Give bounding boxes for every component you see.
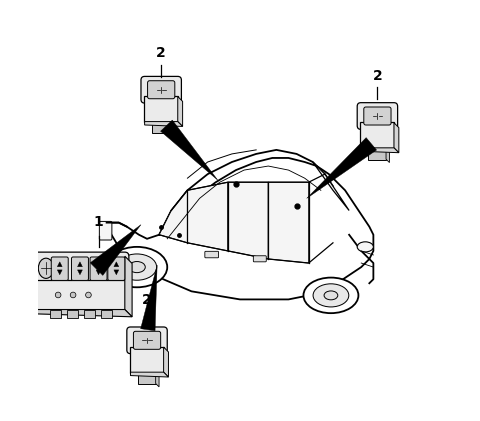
Polygon shape <box>386 148 389 163</box>
Circle shape <box>85 292 91 298</box>
FancyBboxPatch shape <box>205 251 218 258</box>
FancyBboxPatch shape <box>127 327 167 354</box>
FancyBboxPatch shape <box>152 121 170 133</box>
Polygon shape <box>313 162 349 210</box>
Polygon shape <box>114 270 119 275</box>
FancyBboxPatch shape <box>360 123 395 148</box>
Text: 2: 2 <box>156 46 166 60</box>
Ellipse shape <box>313 284 349 307</box>
Circle shape <box>55 292 61 298</box>
Polygon shape <box>188 182 228 251</box>
FancyBboxPatch shape <box>130 347 164 373</box>
Ellipse shape <box>117 254 156 280</box>
Polygon shape <box>36 309 132 317</box>
FancyBboxPatch shape <box>144 96 178 122</box>
Polygon shape <box>164 347 168 377</box>
Ellipse shape <box>38 258 54 278</box>
FancyBboxPatch shape <box>368 147 386 160</box>
Polygon shape <box>178 96 182 126</box>
FancyBboxPatch shape <box>90 257 107 280</box>
Polygon shape <box>170 122 173 136</box>
Ellipse shape <box>357 242 373 252</box>
Text: 2: 2 <box>142 293 152 306</box>
Bar <box>84 309 95 318</box>
Bar <box>107 263 129 271</box>
FancyBboxPatch shape <box>99 221 112 240</box>
Ellipse shape <box>129 261 145 273</box>
Ellipse shape <box>303 277 359 313</box>
FancyBboxPatch shape <box>72 257 88 280</box>
Polygon shape <box>57 262 62 266</box>
FancyBboxPatch shape <box>253 256 266 262</box>
Polygon shape <box>96 262 101 266</box>
Polygon shape <box>57 270 62 275</box>
Polygon shape <box>228 182 268 259</box>
Text: 2: 2 <box>372 69 382 83</box>
Polygon shape <box>144 122 182 126</box>
Polygon shape <box>159 190 188 243</box>
Polygon shape <box>96 270 101 275</box>
Polygon shape <box>78 270 83 275</box>
Polygon shape <box>125 256 132 317</box>
Circle shape <box>70 292 76 298</box>
FancyBboxPatch shape <box>108 257 125 280</box>
Bar <box>67 309 78 318</box>
Polygon shape <box>159 190 188 235</box>
Text: 1: 1 <box>94 215 103 229</box>
Polygon shape <box>160 120 218 180</box>
Polygon shape <box>307 138 377 198</box>
Polygon shape <box>394 123 399 153</box>
FancyBboxPatch shape <box>35 280 126 310</box>
FancyBboxPatch shape <box>133 331 161 349</box>
FancyBboxPatch shape <box>147 81 175 99</box>
Polygon shape <box>131 372 168 377</box>
Polygon shape <box>114 262 119 266</box>
FancyBboxPatch shape <box>51 257 68 280</box>
Polygon shape <box>78 262 83 266</box>
Polygon shape <box>141 265 157 331</box>
Polygon shape <box>90 225 141 275</box>
Polygon shape <box>156 372 159 387</box>
Bar <box>101 309 112 318</box>
FancyBboxPatch shape <box>357 103 397 129</box>
Ellipse shape <box>107 247 167 287</box>
Polygon shape <box>107 158 373 299</box>
Ellipse shape <box>324 291 338 300</box>
Bar <box>50 309 60 318</box>
Polygon shape <box>361 148 399 153</box>
FancyBboxPatch shape <box>141 76 181 103</box>
FancyBboxPatch shape <box>138 372 156 384</box>
Polygon shape <box>268 182 309 263</box>
FancyBboxPatch shape <box>32 252 129 285</box>
FancyBboxPatch shape <box>364 107 391 125</box>
